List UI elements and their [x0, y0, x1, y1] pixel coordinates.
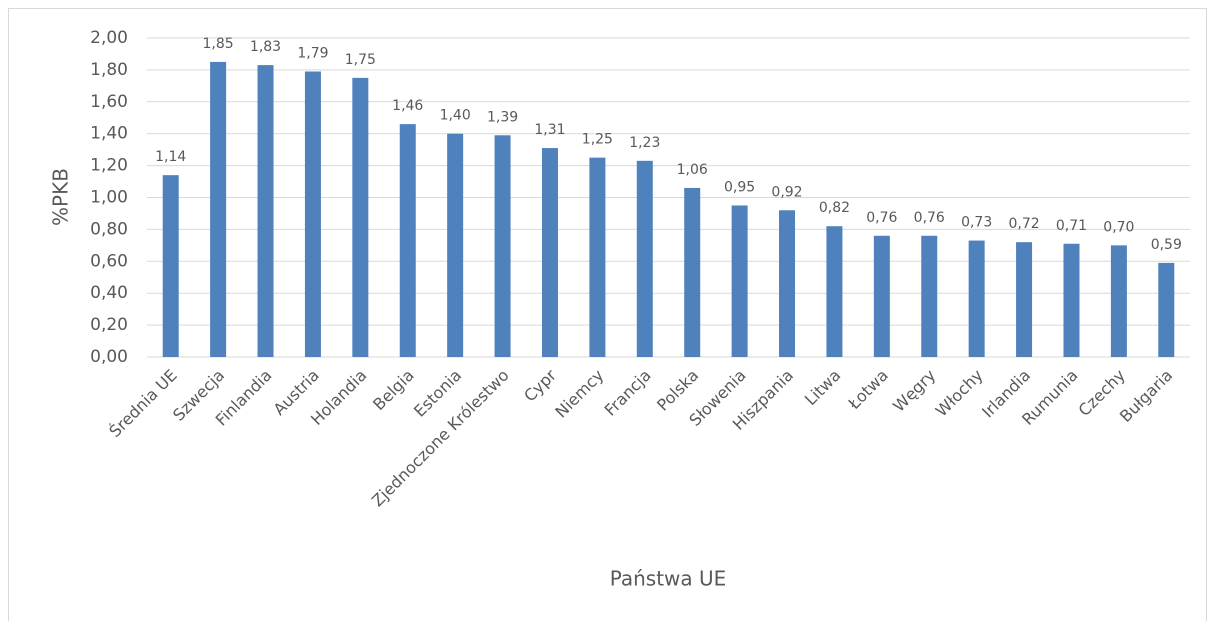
- value-label: 0,82: [819, 200, 850, 216]
- value-label: 1,79: [297, 45, 328, 61]
- y-tick-label: 2,00: [90, 28, 128, 48]
- bar: [447, 133, 464, 357]
- value-label: 0,70: [1103, 219, 1134, 235]
- bar: [636, 160, 653, 357]
- y-tick-label: 0,00: [90, 347, 128, 367]
- bar: [541, 148, 558, 357]
- bar: [731, 205, 748, 357]
- y-tick-label: 1,00: [90, 188, 128, 208]
- y-tick-label: 1,80: [90, 60, 128, 80]
- y-tick-label: 1,60: [90, 92, 128, 112]
- bar: [1110, 245, 1127, 357]
- value-label: 1,46: [392, 98, 423, 114]
- y-tick-label: 0,40: [90, 283, 128, 303]
- bar: [399, 124, 416, 357]
- bar: [210, 61, 227, 358]
- value-label: 0,73: [961, 215, 992, 231]
- y-tick-label: 0,60: [90, 251, 128, 271]
- bar: [873, 235, 890, 357]
- y-tick-label: 0,20: [90, 315, 128, 335]
- bar: [684, 187, 701, 357]
- bar: [494, 135, 511, 357]
- bar: [162, 175, 179, 357]
- value-label: 0,71: [1056, 218, 1087, 234]
- y-tick-label: 0,80: [90, 219, 128, 239]
- bar: [352, 77, 369, 357]
- bar: [779, 210, 796, 357]
- y-tick-label: 1,20: [90, 156, 128, 176]
- value-label: 1,75: [345, 52, 376, 68]
- bar: [1016, 242, 1033, 357]
- value-label: 1,85: [203, 36, 234, 52]
- value-label: 1,14: [155, 149, 186, 165]
- bar: [589, 157, 606, 357]
- x-axis-title: Państwa UE: [610, 567, 727, 591]
- y-axis-title: %PKB: [49, 168, 73, 226]
- bar: [968, 240, 985, 357]
- value-label: 1,40: [440, 108, 471, 124]
- value-label: 0,76: [866, 210, 897, 226]
- value-label: 0,92: [771, 184, 802, 200]
- value-label: 1,31: [534, 122, 565, 138]
- value-label: 1,06: [677, 162, 708, 178]
- bar: [304, 71, 321, 358]
- bar: [257, 65, 274, 358]
- chart-border: [8, 8, 1207, 621]
- value-label: 0,95: [724, 179, 755, 195]
- y-tick-label: 1,40: [90, 124, 128, 144]
- bar: [1158, 262, 1175, 357]
- value-label: 0,59: [1151, 237, 1182, 253]
- bar: [921, 235, 938, 357]
- value-label: 1,25: [582, 132, 613, 148]
- value-label: 1,83: [250, 39, 281, 55]
- value-label: 1,23: [629, 135, 660, 151]
- value-label: 1,39: [487, 109, 518, 125]
- value-label: 0,76: [914, 210, 945, 226]
- bar: [1063, 243, 1080, 357]
- value-label: 0,72: [1008, 216, 1039, 232]
- bar: [826, 226, 843, 357]
